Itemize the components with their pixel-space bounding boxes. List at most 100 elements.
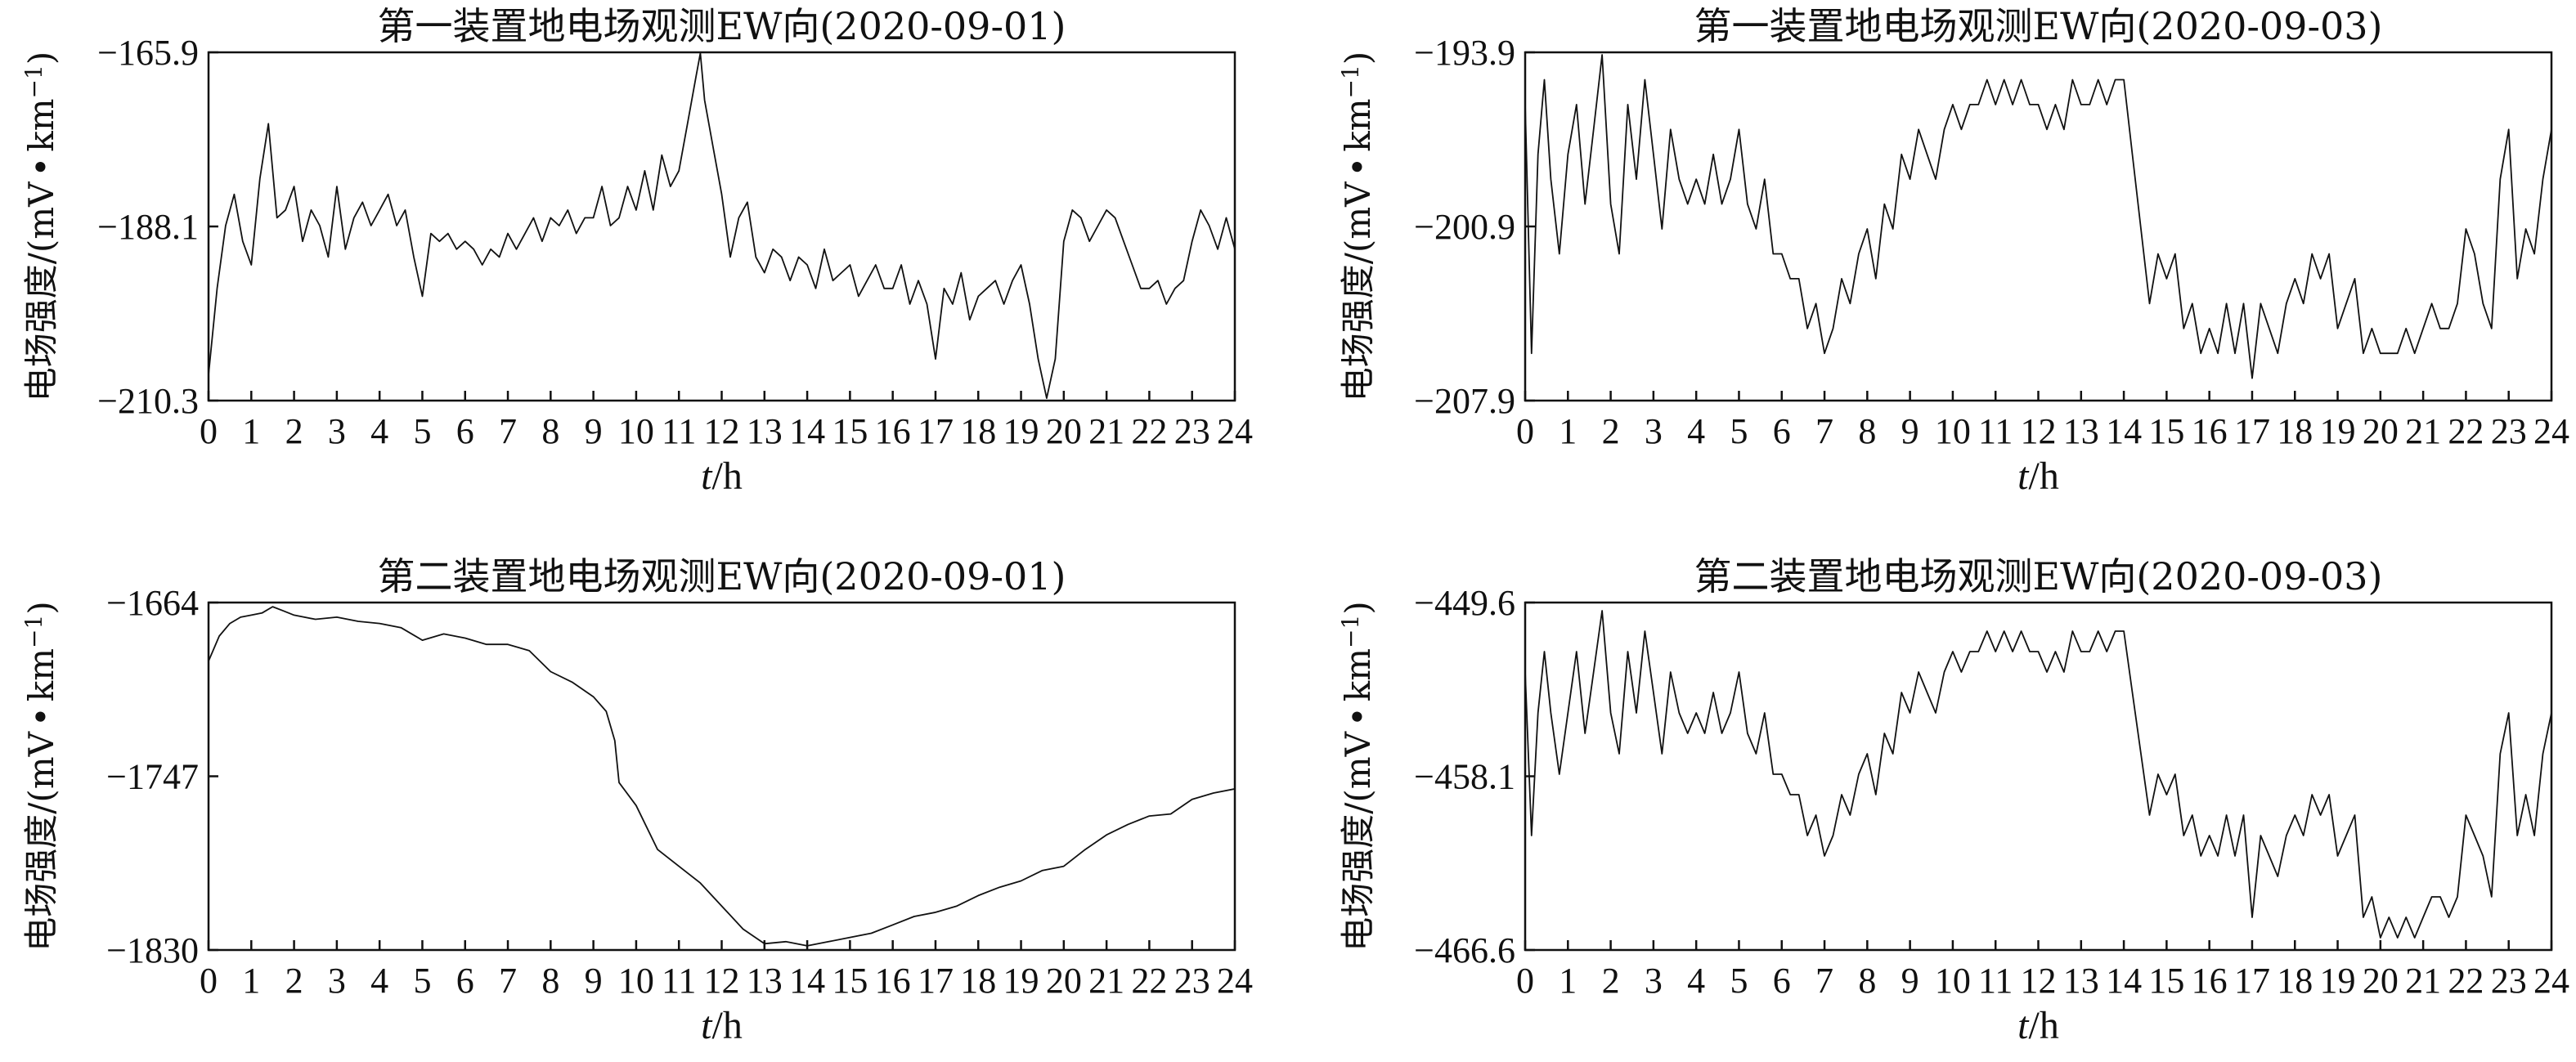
y-axis-label-km: km <box>1338 98 1378 151</box>
y-axis-label-dot: • <box>1338 157 1378 177</box>
x-tick-label: 6 <box>456 411 474 451</box>
x-tick-label: 1 <box>1559 411 1577 451</box>
y-axis-label-dot: • <box>21 706 61 727</box>
x-tick-label: 14 <box>2106 961 2142 1001</box>
x-tick-label: 13 <box>747 411 783 451</box>
x-tick-label: 9 <box>1901 411 1919 451</box>
y-tick-label: −458.1 <box>1414 757 1515 797</box>
x-tick-label: 9 <box>585 961 603 1001</box>
x-tick-label: 9 <box>585 411 603 451</box>
x-tick-label: 3 <box>328 961 346 1001</box>
x-tick-label: 24 <box>1217 961 1253 1001</box>
x-tick-label: 2 <box>285 411 303 451</box>
chart-title: 第一装置地电场观测EW向(2020-09-01) <box>378 4 1066 48</box>
plot-frame <box>1524 601 2553 952</box>
x-tick-label: 10 <box>1935 411 1971 451</box>
x-tick-label: 3 <box>1645 961 1663 1001</box>
x-tick-label: 22 <box>2448 961 2484 1001</box>
x-tick-label: 15 <box>2148 961 2184 1001</box>
chart-panel-4: 第二装置地电场观测EW向(2020-09-03)0 1 2 3 4 5 6 7 8 9 10 11 12… <box>1337 554 2569 1047</box>
x-tick-label: 8 <box>1858 961 1876 1001</box>
y-axis-label: 电场强度/(mV • km−1) <box>1337 52 1378 401</box>
y-axis-label-km: km <box>1338 648 1378 701</box>
x-tick-label: 19 <box>1003 411 1039 451</box>
x-tick-label: 1 <box>242 961 260 1001</box>
chart-title: 第二装置地电场观测EW向(2020-09-01) <box>378 554 1066 598</box>
x-tick-label: 22 <box>1131 961 1167 1001</box>
x-tick-label: 12 <box>704 961 740 1001</box>
x-axis-label-unit: /h <box>712 455 743 498</box>
x-tick-label: 19 <box>1003 961 1039 1001</box>
x-tick-label: 19 <box>2320 961 2356 1001</box>
x-tick-label: 13 <box>747 961 783 1001</box>
y-axis-label-main: 电场强度/(mV <box>21 731 61 951</box>
x-tick-label: 0 <box>200 961 218 1001</box>
x-axis-label: t/h <box>701 1004 743 1047</box>
y-axis-label-km: km <box>21 648 61 701</box>
x-tick-label: 23 <box>2491 961 2527 1001</box>
x-tick-label: 20 <box>1046 411 1082 451</box>
x-axis-label-unit: /h <box>2029 1004 2059 1047</box>
x-tick-label: 15 <box>2148 411 2184 451</box>
x-tick-label: 20 <box>1046 961 1082 1001</box>
y-axis-label: 电场强度/(mV • km−1) <box>20 601 61 951</box>
x-axis-label-var: t <box>701 1004 713 1047</box>
x-tick-label: 18 <box>960 961 996 1001</box>
x-axis-label-var: t <box>2017 1004 2030 1047</box>
x-tick-label: 1 <box>1559 961 1577 1001</box>
x-tick-label: 11 <box>662 961 696 1001</box>
x-tick-label: 14 <box>2106 411 2142 451</box>
y-axis-label: 电场强度/(mV • km−1) <box>1337 601 1378 951</box>
x-tick-label: 17 <box>2234 411 2270 451</box>
x-tick-label: 22 <box>2448 411 2484 451</box>
x-tick-label: 10 <box>618 411 654 451</box>
x-tick-label: 5 <box>1730 411 1748 451</box>
x-tick-label: 23 <box>1174 411 1210 451</box>
x-tick-label: 6 <box>1773 961 1791 1001</box>
x-tick-label: 21 <box>2405 411 2441 451</box>
x-tick-label: 5 <box>413 961 431 1001</box>
y-tick-label: −210.3 <box>97 381 199 421</box>
y-tick-label: −193.9 <box>1414 33 1515 73</box>
chart-title: 第二装置地电场观测EW向(2020-09-03) <box>1694 554 2383 598</box>
y-axis-label-exponent: −1 <box>1337 615 1364 648</box>
y-axis-label-close: ) <box>1338 52 1378 65</box>
y-axis-label-exponent: −1 <box>20 615 47 648</box>
y-tick-label: −449.6 <box>1414 583 1515 623</box>
x-tick-label: 2 <box>285 961 303 1001</box>
x-tick-label: 18 <box>960 411 996 451</box>
y-axis-label-main: 电场强度/(mV <box>1338 731 1378 951</box>
x-tick-label: 17 <box>918 411 954 451</box>
x-tick-label: 19 <box>2320 411 2356 451</box>
x-tick-label: 16 <box>2192 961 2228 1001</box>
x-tick-label: 7 <box>499 961 517 1001</box>
x-tick-label: 12 <box>704 411 740 451</box>
x-tick-label: 8 <box>541 961 559 1001</box>
chart-panel-2: 第一装置地电场观测EW向(2020-09-03)0 1 2 3 4 5 6 7 8 9 10 11 12… <box>1337 4 2569 498</box>
y-axis-label-main: 电场强度/(mV <box>1338 181 1378 401</box>
series-line <box>209 606 1235 947</box>
x-tick-label: 5 <box>1730 961 1748 1001</box>
x-axis-label-unit: /h <box>712 1004 743 1047</box>
x-tick-label: 7 <box>1815 411 1833 451</box>
x-tick-label: 2 <box>1602 961 1620 1001</box>
x-tick-label: 23 <box>1174 961 1210 1001</box>
x-tick-label: 9 <box>1901 961 1919 1001</box>
x-tick-label: 18 <box>2277 961 2313 1001</box>
x-tick-label: 15 <box>832 411 868 451</box>
x-tick-label: 14 <box>789 411 825 451</box>
x-tick-label: 24 <box>2533 411 2569 451</box>
y-axis-label-exponent: −1 <box>1337 65 1364 98</box>
x-axis-label: t/h <box>2017 1004 2059 1047</box>
x-tick-label: 8 <box>541 411 559 451</box>
x-tick-label: 22 <box>1131 411 1167 451</box>
series-line <box>1525 54 2551 379</box>
x-tick-label: 16 <box>2192 411 2228 451</box>
x-axis-label-var: t <box>701 455 713 498</box>
y-axis-label-close: ) <box>21 52 61 65</box>
y-axis-label-main: 电场强度/(mV <box>21 181 61 401</box>
x-tick-label: 4 <box>370 961 388 1001</box>
x-tick-label: 1 <box>242 411 260 451</box>
y-axis-label-close: ) <box>1338 601 1378 614</box>
